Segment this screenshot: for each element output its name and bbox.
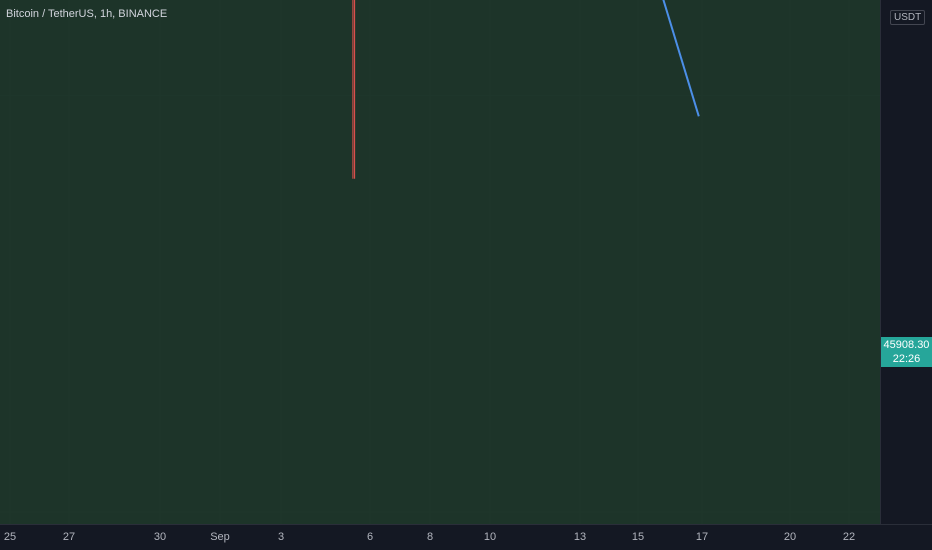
x-tick-label: 8 — [427, 531, 433, 543]
currency-label[interactable]: USDT — [890, 10, 926, 25]
x-tick-label: 15 — [632, 531, 644, 543]
x-tick-label: 27 — [63, 531, 75, 543]
support-zone — [0, 0, 880, 550]
x-tick-label: 3 — [278, 531, 284, 543]
x-tick-label: 22 — [843, 531, 855, 543]
x-tick-label: 6 — [367, 531, 373, 543]
last-price-value: 45908.30 — [883, 339, 930, 351]
x-tick-label: 30 — [154, 531, 166, 543]
bar-countdown: 22:26 — [892, 353, 921, 365]
x-tick-label: 10 — [484, 531, 496, 543]
x-tick-label: 13 — [574, 531, 586, 543]
time-axis-divider — [0, 524, 932, 525]
symbol-title: Bitcoin / TetherUS, 1h, BINANCE — [6, 8, 168, 20]
x-tick-label: 17 — [696, 531, 708, 543]
x-tick-label: 20 — [784, 531, 796, 543]
price-axis[interactable] — [880, 0, 932, 524]
x-tick-label: 25 — [4, 531, 16, 543]
time-axis-area — [0, 525, 932, 550]
last-price-badge: 45908.30 22:26 — [881, 337, 932, 367]
x-tick-label: Sep — [210, 531, 230, 543]
price-axis-divider — [880, 0, 881, 524]
